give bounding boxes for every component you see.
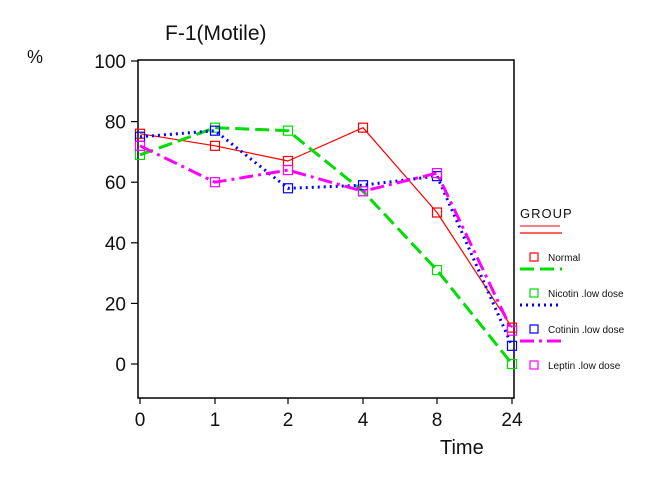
x-tick-label: 2 [283,410,294,431]
data-point [134,140,146,151]
legend-marker-swatch [529,252,539,262]
data-point [431,168,443,179]
y-tick-label: 80 [105,113,126,134]
series-1 [134,122,518,333]
data-point [357,122,369,133]
data-point [431,207,443,218]
data-point [506,340,518,351]
legend-item: Cotinin .low dose [520,303,625,336]
x-tick-label: 4 [358,410,369,431]
legend: GROUP Normal Nicotin .low dose Cotinin .lo… [520,206,625,372]
series-line [139,144,514,332]
legend-label: Leptin .low dose [548,361,621,372]
legend-marker-swatch [529,360,539,370]
legend-label: Nicotin .low dose [548,289,624,300]
series-line [139,129,514,347]
x-tick-label: 8 [432,410,443,431]
series-layer [134,122,518,370]
y-tick-label: 20 [105,294,126,315]
x-axis: 0 1 2 4 8 24 [135,398,523,431]
legend-marker-swatch [529,324,539,334]
x-axis-label: Time [440,437,484,459]
x-tick-label: 24 [501,410,523,431]
legend-title: GROUP [520,206,573,221]
x-tick-label: 1 [210,410,221,431]
data-point [357,186,369,197]
y-axis-label: % [27,47,43,67]
y-tick-label: 0 [115,355,126,376]
legend-label: Normal [548,253,580,264]
chart-title: F-1(Motile) [165,22,267,45]
series-4 [134,140,518,336]
y-tick-label: 100 [94,52,126,73]
data-point [506,325,518,336]
y-tick-label: 40 [105,234,126,255]
y-tick-label: 60 [105,173,126,194]
legend-item: Nicotin .low dose [520,267,624,300]
series-line [139,127,513,328]
legend-item: Leptin .low dose [520,339,621,372]
data-point [282,125,294,136]
legend-label: Cotinin .low dose [548,325,625,336]
data-point [209,125,221,136]
series-line [139,126,514,365]
y-axis: 0 20 40 60 80 100 [94,52,138,376]
data-point [209,177,221,188]
data-point [506,358,518,370]
x-tick-label: 0 [135,410,146,431]
legend-marker-swatch [529,288,539,298]
data-point [357,180,369,191]
plot-frame [137,59,515,399]
legend-item: Normal [520,232,580,264]
data-point [431,264,443,276]
data-point [282,164,294,176]
data-point [282,183,294,194]
data-point [209,140,221,151]
